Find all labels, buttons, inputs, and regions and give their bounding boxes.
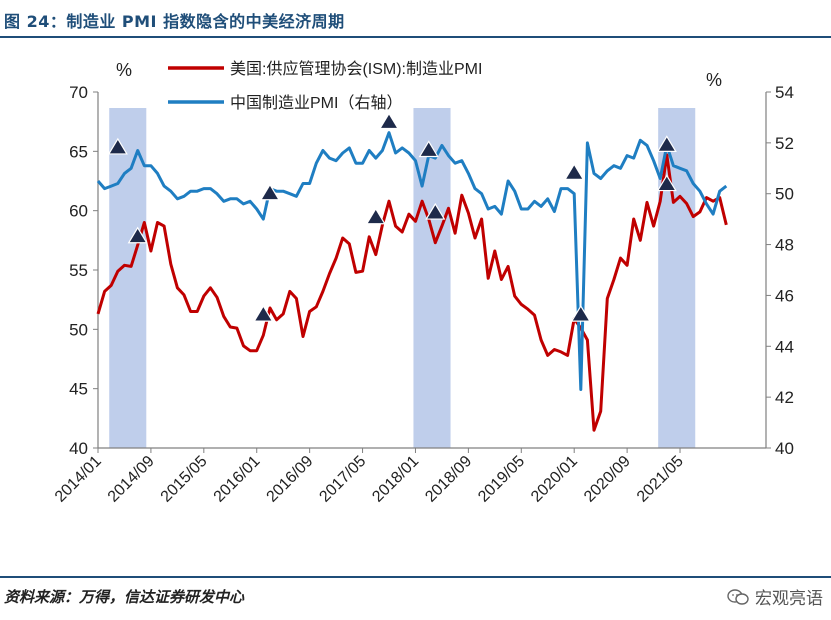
figure-title: 图 24：制造业 PMI 指数隐含的中美经济周期: [4, 12, 345, 31]
series-lines: [96, 131, 728, 432]
title-divider: [0, 36, 831, 38]
right-tick-label: 42: [775, 388, 794, 407]
x-tick-label: 2018/09: [422, 453, 475, 506]
right-tick-label: 50: [775, 185, 794, 204]
left-tick-label: 45: [69, 380, 88, 399]
right-tick-label: 52: [775, 134, 794, 153]
peak-marker-us-2020-02: [570, 304, 591, 322]
left-tick-label: 50: [69, 320, 88, 339]
x-tick-label: 2020/01: [528, 453, 581, 506]
peak-markers: [107, 112, 677, 322]
legend: 美国:供应管理协会(ISM):制造业PMI 中国制造业PMI（右轴）: [168, 59, 482, 112]
x-tick-label: 2016/09: [264, 453, 317, 506]
peak-marker-cn-2017-09: [378, 112, 400, 130]
right-tick-label: 46: [775, 286, 794, 305]
peak-marker-us-2018-04: [425, 202, 446, 220]
shaded-period-2: [413, 108, 451, 448]
x-tick-label: 2014/01: [52, 453, 105, 506]
x-tick-label: 2020/09: [581, 453, 634, 506]
peak-marker-cn-2018-03: [418, 140, 439, 158]
left-tick-label: 65: [69, 142, 88, 161]
x-tick-label: 2021/05: [634, 453, 687, 506]
right-tick-label: 40: [775, 439, 794, 458]
legend-label-2: 中国制造业PMI（右轴）: [230, 94, 402, 112]
bottom-divider: [0, 576, 831, 578]
shaded-periods: [109, 108, 696, 448]
x-tick-label: 2018/01: [369, 453, 422, 506]
china-pmi-line: [96, 131, 728, 391]
watermark: 宏观亮语: [727, 584, 823, 609]
peak-marker-us-2014-07: [127, 226, 148, 244]
x-tick-label: 2017/05: [316, 453, 369, 506]
left-tick-label: 70: [69, 83, 88, 102]
x-tick-label: 2014/09: [105, 453, 158, 506]
peak-marker-cn-2021-03: [656, 135, 677, 152]
watermark-text: 宏观亮语: [755, 589, 823, 609]
us-pmi-line: [96, 153, 728, 432]
right-tick-label: 44: [775, 337, 794, 356]
right-tick-label: 54: [775, 83, 794, 102]
peak-marker-us-2016-02: [253, 304, 274, 322]
left-tick-label: 60: [69, 202, 88, 221]
peak-marker-cn-2020-01: [564, 163, 585, 180]
peak-marker-us-2017-07: [365, 207, 386, 225]
peak-marker-cn-2016-03: [259, 183, 281, 201]
legend-label-1: 美国:供应管理协会(ISM):制造业PMI: [230, 59, 482, 78]
peak-marker-us-2021-03: [656, 174, 677, 192]
source-note: 资料来源：万得，信达证券研发中心: [4, 588, 245, 606]
right-tick-label: 48: [775, 236, 794, 255]
wechat-icon: [727, 588, 749, 605]
left-axis-unit: %: [116, 60, 132, 80]
peak-marker-cn-2014-04: [107, 137, 128, 155]
x-tick-label: 2019/05: [475, 453, 528, 506]
left-tick-label: 55: [69, 261, 88, 280]
x-tick-label: 2015/05: [158, 453, 211, 506]
left-tick-label: 40: [69, 439, 88, 458]
right-axis-unit: %: [706, 70, 722, 90]
x-tick-label: 2016/01: [211, 453, 264, 506]
